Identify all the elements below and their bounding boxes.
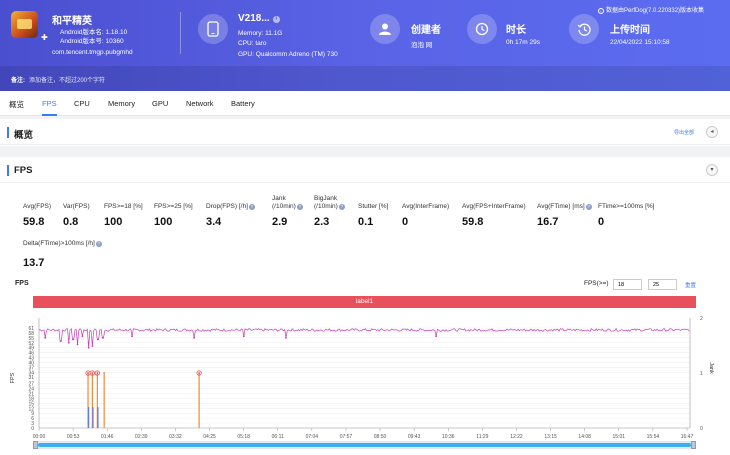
metric-value: 0.8	[63, 216, 79, 228]
tab-battery[interactable]: Battery	[231, 99, 255, 108]
app-title: 和平精英	[52, 16, 92, 27]
collapse-left-icon[interactable]: ◂	[706, 126, 718, 138]
section-marker	[7, 165, 9, 176]
scrollbar-handle-left[interactable]	[33, 441, 38, 449]
device-gpu: GPU: Qualcomm Adreno (TM) 730	[238, 51, 338, 58]
overview-title: 概览	[14, 130, 34, 141]
scrollbar-range[interactable]	[38, 443, 691, 447]
history-icon	[569, 14, 599, 44]
help-icon[interactable]: ?	[248, 204, 255, 210]
metric-label: FPS>=25 [%]	[154, 203, 193, 210]
fps-filter-label: FPS(>=)	[584, 280, 609, 287]
metric-value: 0.1	[358, 216, 374, 228]
tab-cpu[interactable]: CPU	[74, 99, 90, 108]
metric-label: Var(FPS)	[63, 203, 90, 210]
fps-title: FPS	[14, 165, 33, 176]
creator-title: 创建者	[411, 25, 441, 36]
metric-label: Avg(FPS+InterFrame)	[462, 203, 526, 210]
label-bar[interactable]: label1	[33, 296, 696, 308]
tab-fps[interactable]: FPS	[42, 99, 57, 116]
metric-value: 0	[402, 216, 409, 228]
time-scrollbar[interactable]	[33, 441, 696, 449]
metric-value: 2.9	[272, 216, 288, 228]
info-icon: i	[598, 8, 604, 14]
collapse-down-icon[interactable]: ▾	[706, 164, 718, 176]
help-icon[interactable]: ?	[296, 204, 303, 210]
metric-label: Drop(FPS) [/h]?	[206, 203, 255, 210]
tab-memory[interactable]: Memory	[108, 99, 136, 108]
app-icon	[11, 11, 38, 38]
header-summary: 和平精英 ✚ Android版本名: 1.18.10 Android版本号: 1…	[0, 0, 730, 66]
tab-bar: 概览 FPS CPU Memory GPU Network Battery	[0, 91, 730, 116]
metric-value: 100	[104, 216, 123, 228]
help-icon[interactable]: ?	[338, 204, 345, 210]
duration-title: 时长	[506, 25, 526, 36]
section-marker	[7, 127, 9, 138]
fps-header: FPS ▾	[0, 157, 730, 183]
scrollbar-handle-right[interactable]	[691, 441, 696, 449]
overview-header: 概览 导出全部 ◂	[0, 119, 730, 145]
app-version-name: Android版本名: 1.18.10	[60, 29, 128, 36]
metric-value: 13.7	[23, 257, 45, 269]
metric-label: Avg(FTime) [ms]?	[537, 203, 592, 210]
perfdog-note: i 数据由PerfDog(7.0.220332)版本收集	[598, 5, 704, 14]
metric-value: 3.4	[206, 216, 222, 228]
metric-label: FPS>=18 [%]	[104, 203, 143, 210]
creator-value: 泡泡 网	[411, 42, 433, 49]
app-version-code: Android版本号: 10360	[60, 38, 124, 45]
upload-value: 22/04/2022 15:10:58	[610, 39, 670, 46]
metric-label: Jank (/10min)?	[272, 195, 303, 210]
device-memory: Memory: 11.1G	[238, 30, 283, 37]
help-icon[interactable]: ?	[585, 204, 592, 210]
metric-value: 59.8	[462, 216, 484, 228]
metric-value: 0	[598, 216, 605, 228]
device-cpu: CPU: taro	[238, 40, 267, 47]
user-icon	[370, 14, 400, 44]
clock-icon	[467, 14, 497, 44]
fps-filter-input-1[interactable]	[613, 279, 642, 290]
help-icon[interactable]: ?	[95, 241, 102, 247]
upload-title: 上传时间	[610, 25, 650, 36]
tab-overview[interactable]: 概览	[9, 100, 24, 109]
metric-value: 59.8	[23, 216, 45, 228]
perfdog-text: 数据由PerfDog(7.0.220332)版本收集	[606, 8, 705, 14]
export-all-link[interactable]: 导出全部	[674, 130, 695, 136]
device-name: V218... i	[238, 13, 280, 24]
metric-value: 2.3	[314, 216, 330, 228]
note-input[interactable]: 添加备注，不超过200个字符	[29, 78, 106, 84]
metric-label: Avg(InterFrame)	[402, 203, 450, 210]
chart-title: FPS	[15, 280, 29, 287]
metric-value: 100	[154, 216, 173, 228]
metric-label: Stutter [%]	[358, 203, 389, 210]
overview-panel: 概览 导出全部 ◂	[0, 119, 730, 146]
report-header: 和平精英 ✚ Android版本名: 1.18.10 Android版本号: 1…	[0, 0, 730, 91]
device-name-text: V218...	[238, 13, 270, 24]
divider	[180, 12, 181, 54]
phone-icon	[198, 14, 228, 44]
metric-label: Avg(FPS)	[23, 203, 52, 210]
metric-label: BigJank (/10min)?	[314, 195, 345, 210]
tab-network[interactable]: Network	[186, 99, 214, 108]
metric-label: FTime>=100ms [%]	[598, 203, 655, 210]
metric-label: Delta(FTime)>100ms [/h]?	[23, 240, 102, 247]
reset-button[interactable]: 重置	[685, 283, 697, 289]
android-icon: ✚	[41, 33, 48, 42]
fps-filter-input-2[interactable]	[648, 279, 677, 290]
note-label: 备注:	[11, 78, 25, 84]
app-version: Android版本名: 1.18.10 Android版本号: 10360	[60, 28, 127, 46]
metric-value: 16.7	[537, 216, 559, 228]
tab-gpu[interactable]: GPU	[152, 99, 169, 108]
duration-value: 0h 17m 29s	[506, 39, 540, 46]
app-package: com.tencent.tmgp.pubgmhd	[52, 49, 133, 56]
note-bar[interactable]: 备注: 添加备注，不超过200个字符	[0, 66, 730, 91]
info-icon[interactable]: i	[272, 16, 280, 23]
